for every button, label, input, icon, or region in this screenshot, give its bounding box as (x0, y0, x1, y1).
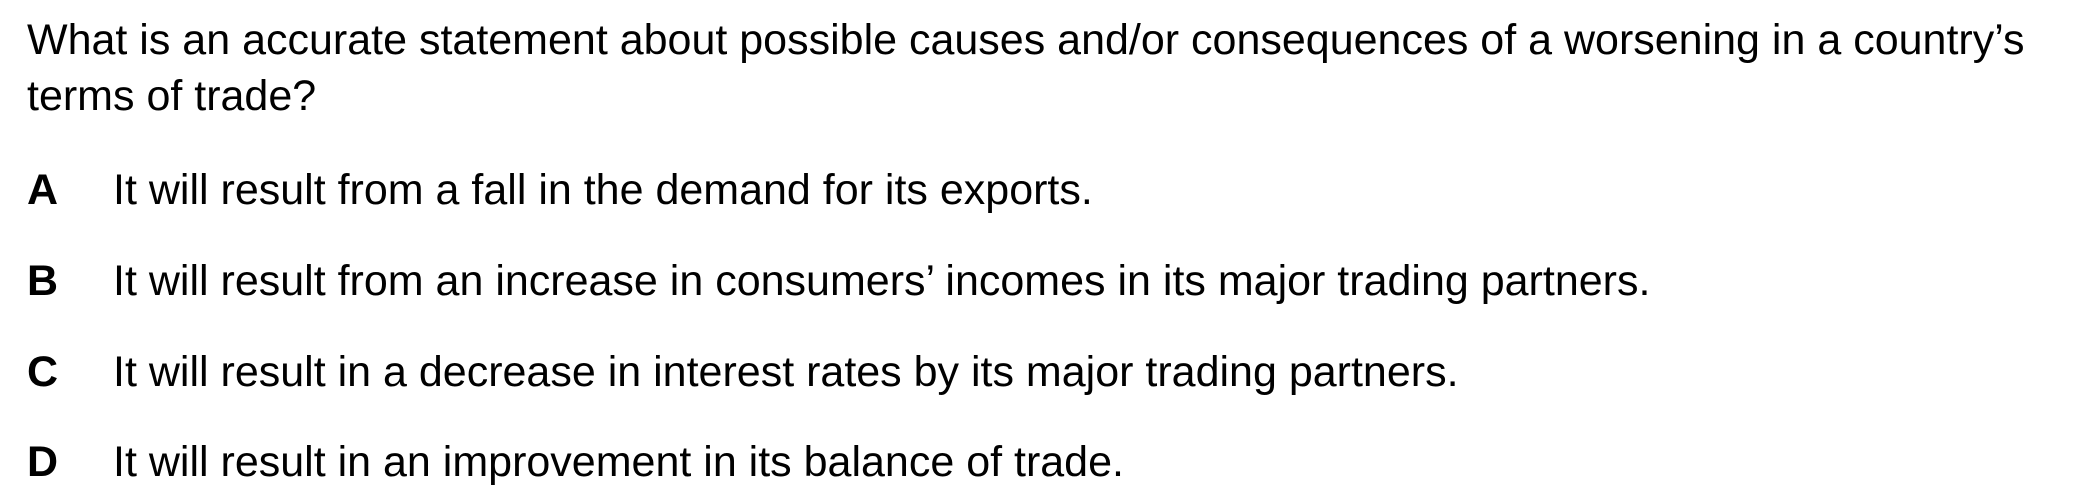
option-letter: B (27, 257, 59, 305)
option-letter: D (27, 438, 59, 486)
question-text: What is an accurate statement about poss… (27, 16, 2025, 120)
option-c[interactable]: C It will result in a decrease in interes… (27, 344, 1459, 400)
option-letter: C (27, 348, 59, 396)
option-d[interactable]: D It will result in an improvement in its… (27, 434, 1124, 490)
option-b[interactable]: B It will result from an increase in cons… (27, 253, 1650, 309)
option-text: It will result in an improvement in its … (113, 438, 1124, 486)
option-text: It will result from a fall in the demand… (113, 166, 1093, 214)
option-a[interactable]: A It will result from a fall in the deman… (27, 162, 1093, 218)
option-letter: A (27, 166, 59, 214)
option-text: It will result in a decrease in interest… (113, 348, 1459, 396)
option-text: It will result from an increase in consu… (113, 257, 1651, 305)
